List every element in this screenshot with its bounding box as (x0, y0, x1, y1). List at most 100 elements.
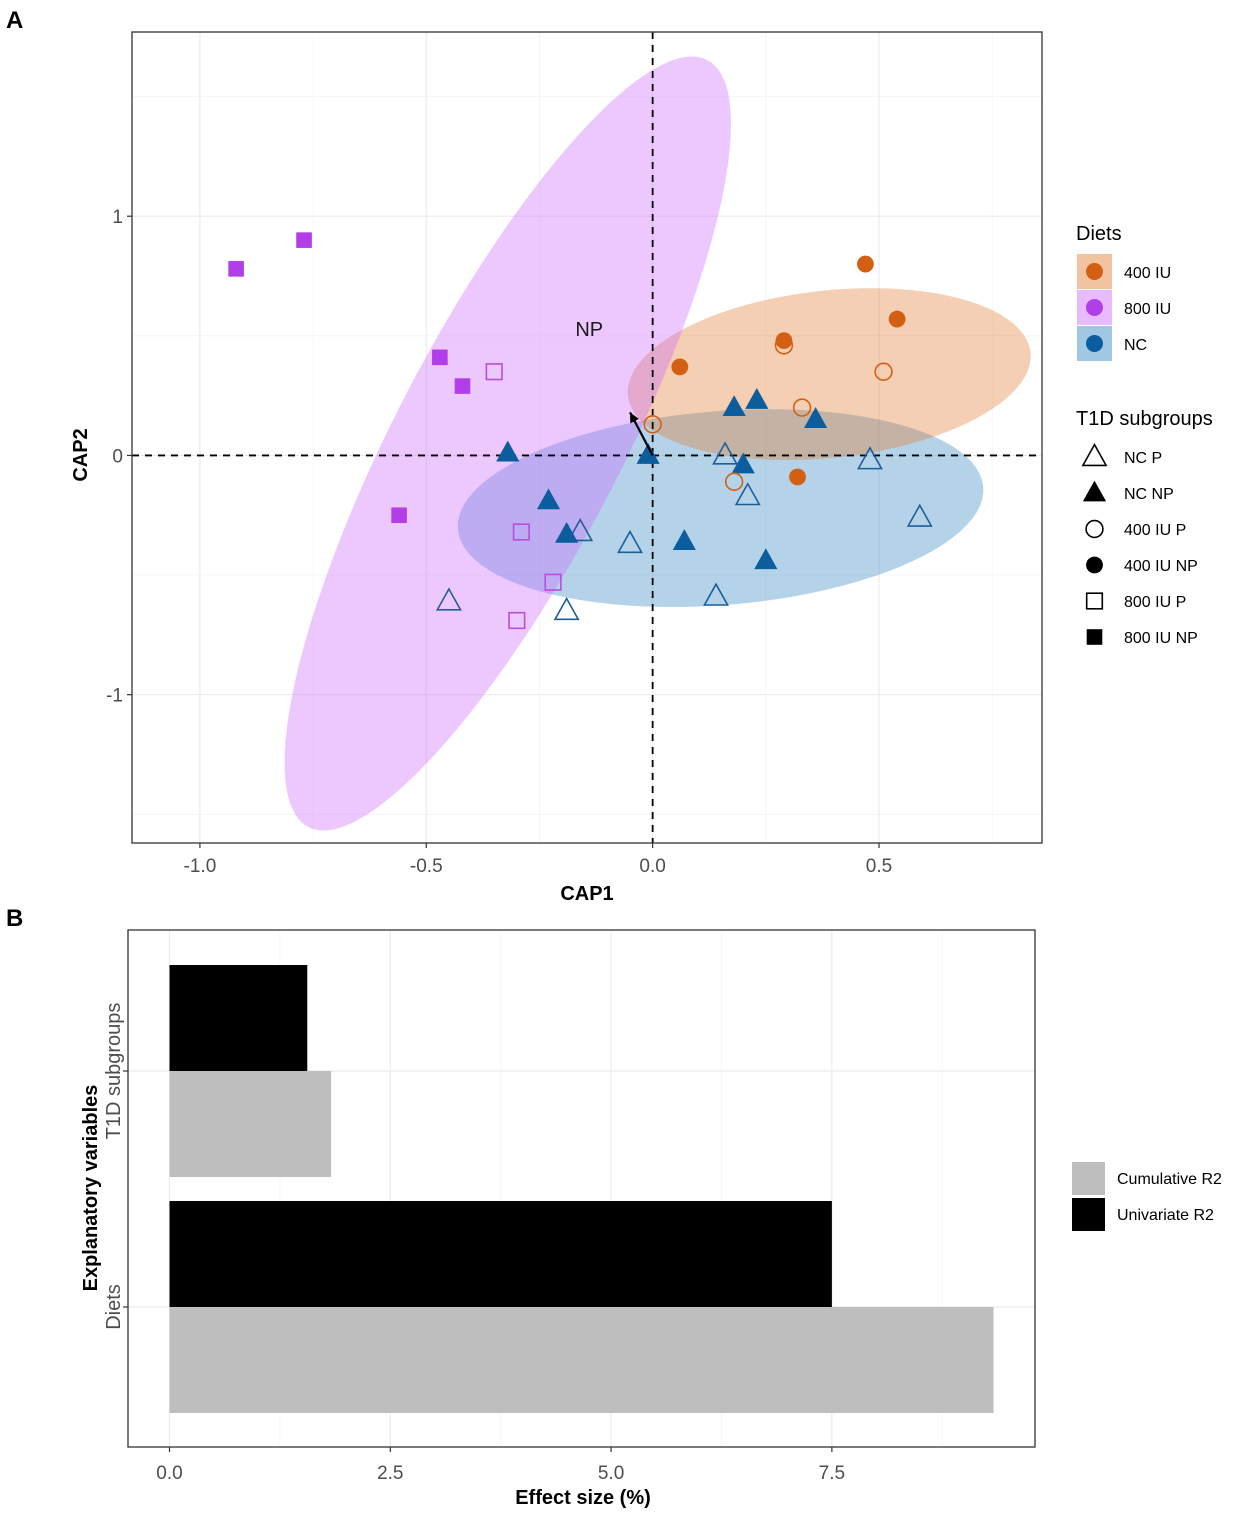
point-nc-np (496, 440, 520, 462)
point-nc-np (804, 407, 828, 428)
panel-a-label: A (6, 7, 23, 34)
point-nc-p (617, 529, 643, 554)
point-nc-np (731, 452, 755, 474)
point-nc-p (906, 503, 933, 527)
x-tick-label: -1.0 (184, 856, 217, 877)
point-800-iu-p (512, 523, 530, 541)
bar-diets-cumulative (169, 1307, 994, 1413)
point-nc-p (856, 446, 883, 470)
diet-legend-label: 800 IU (1124, 301, 1171, 318)
point-800-iu-np (432, 349, 448, 366)
diet-legend-dot (1086, 335, 1103, 352)
panel-b-x-axis-title: Effect size (%) (515, 1487, 651, 1509)
panel-a-y-axis-title: CAP2 (70, 428, 92, 481)
diet-legend-label: 400 IU (1124, 265, 1171, 282)
subgroup-legend-label: NC P (1124, 450, 1162, 467)
x-tick-label: 2.5 (377, 1463, 403, 1484)
subgroup-legend-key (1082, 480, 1107, 502)
bar-t1d-subgroups-cumulative (169, 1071, 332, 1177)
panel-a-legend: Diets 400 IU 800 IU NC T1D subgroups NC P N… (1076, 223, 1213, 647)
legend-key-cumulative (1072, 1162, 1105, 1195)
panel-b-category-labels: Diets T1D subgroups (103, 1003, 128, 1330)
panel-b-legend: Cumulative R2 Univariate R2 (1072, 1162, 1222, 1231)
point-nc-np (536, 488, 561, 510)
np-arrow-label: NP (575, 319, 603, 341)
point-400-iu-np (789, 468, 806, 486)
point-800-iu-np (296, 232, 312, 248)
point-400-iu-np (671, 358, 689, 376)
legend-key-univariate (1072, 1198, 1105, 1231)
diet-legend-label: NC (1124, 337, 1147, 354)
np-arrow-head (630, 412, 639, 424)
bar-diets-univariate (169, 1201, 832, 1307)
panel-a-reference-lines (132, 32, 1042, 843)
point-nc-p (712, 441, 739, 465)
panel-a-ellipses (284, 56, 1031, 831)
category-label: T1D subgroups (103, 1003, 125, 1140)
point-nc-np (754, 548, 778, 570)
point-nc-np (636, 443, 660, 464)
legend-label: Univariate R2 (1117, 1207, 1214, 1224)
panel-a-x-axis-ticks: -1.0 -0.5 0.0 0.5 (184, 843, 892, 877)
point-800-iu-p (485, 363, 503, 381)
x-tick-label: -0.5 (410, 856, 443, 877)
point-400-iu-np (857, 255, 874, 273)
point-400-iu-p (724, 472, 744, 491)
subgroup-legend-label: NC NP (1124, 486, 1174, 503)
point-400-iu-np (888, 310, 906, 328)
point-400-iu-p (643, 415, 662, 434)
subgroup-legend-key (1086, 556, 1103, 574)
subgroup-legend-key (1085, 592, 1104, 610)
point-800-iu-p (508, 611, 526, 630)
diet-legend-dot (1086, 299, 1103, 316)
point-nc-p (553, 596, 580, 621)
panel-a-border (131, 31, 1043, 844)
subgroup-legend-label: 800 IU P (1124, 594, 1186, 611)
ellipse-400-iu (627, 288, 1031, 460)
x-tick-label: 0.0 (156, 1463, 182, 1484)
panel-a-np-arrow (629, 411, 654, 456)
diets-legend-items: 400 IU 800 IU NC (1077, 254, 1171, 361)
subgroup-legend-key (1086, 629, 1103, 645)
category-label: Diets (103, 1284, 125, 1330)
legend-label: Cumulative R2 (1117, 1171, 1222, 1188)
x-tick-label: 7.5 (819, 1463, 845, 1484)
point-nc-np (745, 388, 769, 409)
point-800-iu-p (544, 573, 562, 591)
panel-b-y-axis-title: Explanatory variables (80, 1085, 102, 1292)
x-tick-label: 0.5 (866, 856, 892, 877)
point-nc-np (722, 395, 746, 416)
subgroups-legend-items: NC P NC NP 400 IU P 400 IU NP 800 IU P 800 IU… (1081, 442, 1198, 647)
panel-b-bars (169, 965, 994, 1413)
point-nc-np (555, 521, 579, 543)
panel-a-y-axis-ticks: 1 0 -1 (106, 207, 132, 707)
y-tick-label: -1 (106, 686, 123, 707)
diet-legend-dot (1086, 263, 1103, 280)
diets-legend-title: Diets (1076, 223, 1122, 245)
panel-b-x-axis-ticks: 0.0 2.5 5.0 7.5 (156, 1447, 845, 1484)
point-800-iu-np (454, 378, 471, 394)
point-800-iu-np (391, 507, 407, 524)
point-400-iu-np (775, 332, 793, 350)
point-nc-np (672, 529, 696, 550)
subgroup-legend-label: 400 IU P (1124, 522, 1186, 539)
subgroup-legend-key (1081, 442, 1108, 467)
point-400-iu-p (792, 398, 812, 417)
point-nc-p (567, 517, 594, 542)
x-tick-label: 5.0 (598, 1463, 624, 1484)
bar-t1d-subgroups-univariate (169, 965, 308, 1071)
ellipse-nc (457, 409, 984, 607)
panel-a-points (228, 232, 933, 630)
panel-b-border (127, 929, 1036, 1448)
point-nc-p (703, 582, 729, 606)
subgroup-legend-key (1085, 519, 1104, 539)
subgroup-legend-label: 400 IU NP (1124, 558, 1198, 575)
point-800-iu-np (228, 261, 244, 277)
point-nc-p (435, 587, 462, 611)
x-tick-label: 0.0 (639, 856, 665, 877)
subgroups-legend-title: T1D subgroups (1076, 408, 1213, 430)
point-nc-p (734, 482, 761, 506)
point-400-iu-p (874, 362, 893, 381)
panel-a-x-axis-title: CAP1 (560, 883, 613, 905)
